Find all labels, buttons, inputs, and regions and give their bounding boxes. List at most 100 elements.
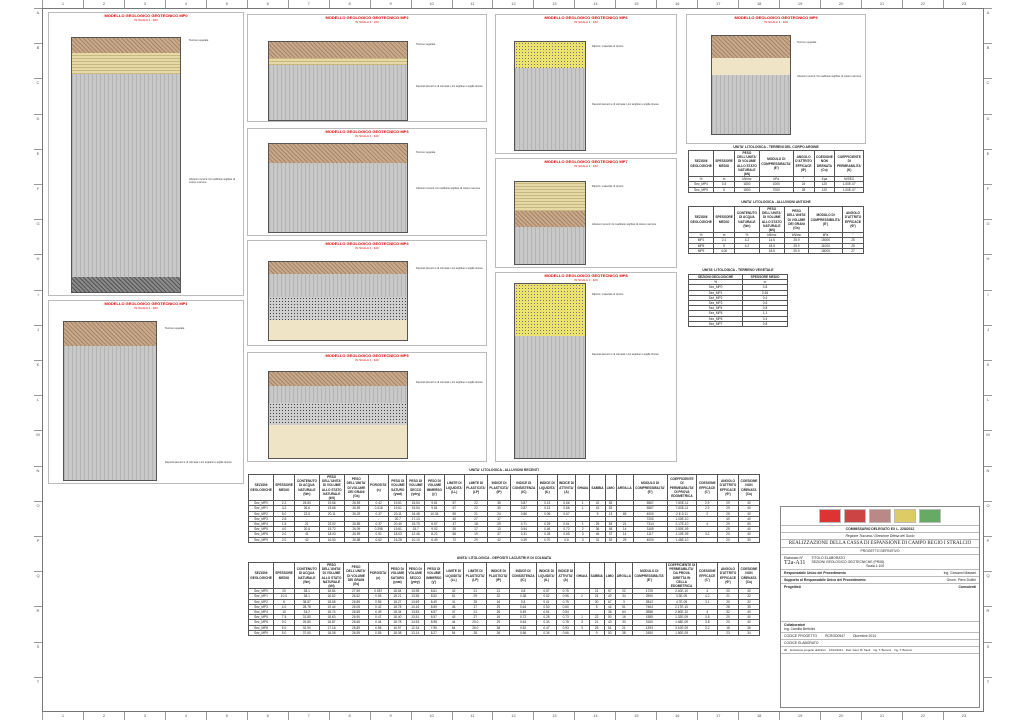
ruler-row-label: O	[984, 500, 992, 536]
bottom-ruler: 1 2 3 4 5 6 7 8 9 10 11 12 13 14 15 16 17 18 19 20 21 22 23	[42, 712, 984, 720]
table-cell: 9.81	[424, 500, 445, 507]
table-cell: 37	[486, 531, 512, 538]
table-cell: 42	[589, 500, 606, 507]
note-riporto: Riporto: materiale di riporto	[592, 185, 624, 188]
table-header-cell: SEZIONI GEOLOGICHE	[687, 149, 715, 178]
table-header-cell: ANGOLO D'ATTRITO EFFICACE (Φ')	[841, 205, 865, 234]
ruler-col-label: 15	[615, 712, 656, 720]
table-cell: 0.55	[367, 598, 389, 605]
note-depositi: Depositi lacustri e di colmata: Limi arg…	[592, 103, 659, 106]
table-cell: Sez_MP7	[688, 320, 743, 328]
panel-title: MODELLO GEOLOGICO GEOTECNICO MP4	[325, 241, 409, 246]
strat-column	[63, 321, 157, 481]
table-cell: 30	[588, 598, 605, 605]
table-cell: 5567	[632, 505, 668, 512]
table-unit-cell: M/SEC	[834, 176, 864, 183]
ruler-row-label: S	[34, 641, 42, 677]
table-cell: 1.00E-07	[834, 186, 864, 193]
table-cell: 3	[575, 536, 591, 543]
table-row: Sez_MP7 0.8	[688, 320, 788, 328]
table-row: Sez_MP3 4.0 28.78 19.44 26.05 0.42 18.78 14.16 8…	[247, 603, 761, 611]
table-caption: UNITA' LITOLOGICA - TERRENO VEGETALE	[702, 268, 774, 272]
table-row: MP9 4.00 18.5 25.9 18000 27	[687, 247, 865, 255]
note-terreno: Terreno vegetale	[189, 39, 209, 42]
table-header-cell: PESO DELL'UNITA' DI VOLUME DEI GRANI (Gs…	[343, 473, 369, 502]
scala: Scala 1:100	[866, 564, 885, 568]
revision-cell: 12/12/2014	[828, 648, 843, 652]
table-row: Sez_MP2 5.0 22.5 20.11 26.29 0.37 20.11 16.48 10…	[247, 510, 761, 517]
table-header-cell: ARGILLA	[614, 561, 633, 590]
table-cell: 1393	[631, 624, 667, 631]
revision-cell: Dott. Geol. M. Santi	[845, 648, 871, 652]
table-cell: MP5	[687, 242, 715, 249]
table-cell: 26	[486, 629, 511, 637]
table-cell: 4.00	[713, 247, 736, 255]
ruler-row-label: A	[34, 8, 42, 43]
panel-mp3: MODELLO GEOLOGICO GEOTECNICO MP3 IN SCAL…	[247, 128, 487, 236]
table-row: Sez_MP2 6 38.87 18.65 26.89 0.55 18.27 13.69 8.4…	[247, 598, 761, 605]
table-cell	[696, 629, 719, 637]
table-row: MP5 5 4.2 18.5 25.9 11000 25	[687, 242, 865, 249]
note-depositi: Depositi lacustri e di colmata: Limi arg…	[416, 381, 483, 384]
table-cell: 2.8	[273, 515, 296, 523]
table-cell: 4000	[632, 510, 668, 517]
note-terreno: Terreno vegetale	[416, 151, 436, 154]
note-alluvioni: Alluvioni recenti: limi sabbiosi argillo…	[592, 223, 657, 226]
table-cell: 8.98	[423, 619, 445, 626]
table-cell: 35	[486, 505, 512, 512]
table-cell: 43	[589, 505, 606, 512]
table-cell: 0.54	[556, 609, 576, 616]
ruler-col-label: 21	[861, 0, 902, 8]
ruler-col-label: 4	[164, 712, 206, 720]
collab-label: Collaboratori	[784, 623, 806, 627]
table-header-cell: PESO DI VOLUME IMMERSO (γ')	[424, 473, 445, 502]
table-cell: 3.3E-09	[665, 593, 698, 600]
panel-mp9: MODELLO GEOLOGICO GEOTECNICO MP9 IN SCAL…	[686, 14, 866, 144]
table-cell: 1.00E-07	[834, 181, 864, 188]
table-cell: 40	[737, 588, 761, 595]
table-cell: 57	[443, 505, 465, 512]
table-header-cell: COEFFICIENTE DI PERMEABILITA' (K)	[834, 149, 864, 178]
table-cell: 0.44	[367, 619, 389, 626]
table-cell: 2.0	[273, 536, 296, 543]
panel-scale: IN SCALA 1 : 100	[355, 246, 379, 250]
strat-column	[71, 37, 181, 293]
table-cell: 2.2	[273, 500, 296, 507]
table-cell: 0.8	[742, 320, 788, 328]
note-terreno: Terreno vegetale	[416, 43, 436, 46]
strat-column	[268, 41, 408, 121]
table-cell: 2.17E-10	[666, 521, 698, 528]
table-cell: 24	[486, 510, 512, 517]
table-cell: 0.4	[742, 315, 788, 322]
table-cell: 42	[486, 536, 512, 543]
table-cell: 19.61	[388, 505, 408, 512]
table-cell: 0.73	[556, 614, 576, 621]
table-unit-cell: kN/mc	[733, 176, 760, 183]
panel-mp7: MODELLO GEOLOGICO GEOTECNICO MP7 IN SCAL…	[495, 158, 677, 268]
ruler-col-label: 1	[42, 712, 83, 720]
ruler-col-label: 4	[164, 0, 206, 8]
table-row: Sez_MP4 0.8	[688, 305, 788, 312]
table-corpo-argine: SEZIONI GEOLOGICHE SPESSORE MEDIO PESO DEL…	[687, 149, 864, 193]
drawing-sheet	[42, 8, 984, 712]
table-cell: 19	[463, 531, 489, 538]
table-cell: 7.95	[423, 624, 445, 631]
ruler-row-label: A	[984, 8, 992, 43]
table-row: Sez_MP6 0.4	[688, 315, 788, 322]
table-cell: 2450	[631, 629, 667, 637]
table-header-cell: PESO DI VOLUME IMMERSO (γ')	[423, 561, 445, 590]
table-row: Sez_MP6 2.0 41 18.03 26.59 0.51 18.03 12.46 8.22…	[247, 531, 761, 538]
table-header-cell: COEFFICIENTE DI PERMEABILITA' DA PROVA D…	[665, 561, 698, 590]
table-cell: 0.64	[509, 603, 537, 611]
table-header-cell: PESO DELL'UNITA' DI VOLUME ALLO STATO NA…	[758, 205, 785, 234]
table-cell: 10.10	[406, 536, 426, 543]
consulenti-label: Consulenti	[958, 585, 976, 589]
table-cell: 18.27	[387, 598, 407, 605]
table-header-cell: SPESSORE MEDIO	[742, 273, 788, 281]
table-header-cell: ANGOLO D'ATTRITO EFFICACE (Φ')	[792, 149, 815, 178]
table-cell: 2.1	[713, 237, 736, 244]
ruler-col-label: 13	[533, 0, 574, 8]
note-riporto: Riporto: materiale di riporto	[592, 45, 624, 48]
table-cell: 9.81	[424, 505, 445, 512]
